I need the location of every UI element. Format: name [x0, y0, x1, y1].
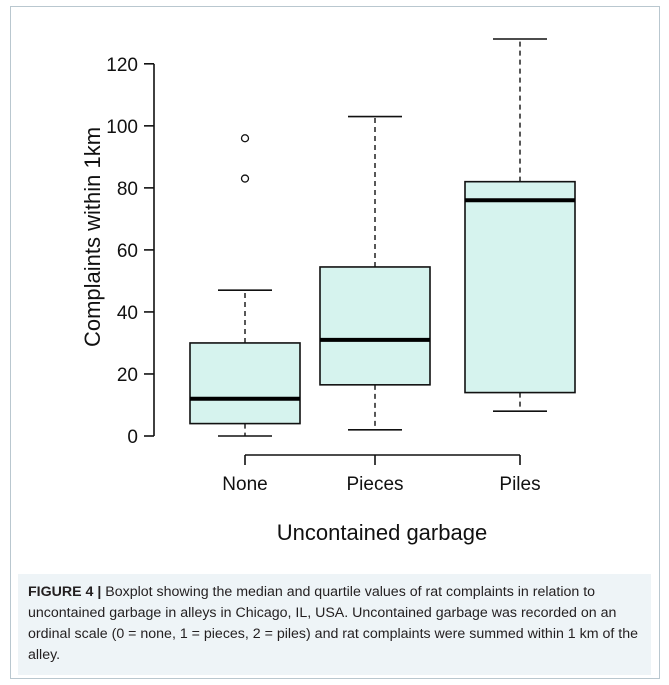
- boxes: [189, 38, 576, 437]
- y-tick-label: 0: [127, 427, 138, 448]
- outlier-point: [240, 134, 250, 143]
- boxplot-chart: 0 20 40 60 80 100 120 None Pieces Piles Uncontai…: [80, 38, 576, 545]
- y-tick-label: 20: [117, 365, 138, 386]
- iqr-box: [189, 342, 301, 425]
- y-tick-label: 40: [117, 303, 138, 324]
- x-axis-title: Uncontained garbage: [277, 520, 487, 545]
- outlier-point: [240, 174, 250, 183]
- box-none: [189, 134, 301, 437]
- y-tick-label: 120: [106, 55, 138, 76]
- box-piles: [464, 38, 576, 412]
- iqr-box: [464, 180, 576, 394]
- y-tick-label: 100: [106, 117, 138, 138]
- figure-caption: FIGURE 4 | Boxplot showing the median an…: [18, 574, 651, 675]
- x-ticks: None Pieces Piles: [222, 455, 541, 495]
- x-tick-label: Piles: [499, 474, 540, 495]
- figure-caption-text: Boxplot showing the median and quartile …: [28, 584, 638, 663]
- iqr-box: [319, 266, 431, 386]
- y-tick-label: 80: [117, 179, 138, 200]
- figure-label: FIGURE 4: [28, 584, 94, 600]
- box-pieces: [319, 115, 431, 431]
- x-tick-label: Pieces: [346, 474, 403, 495]
- y-ticks: 0 20 40 60 80 100 120: [106, 55, 154, 448]
- y-tick-label: 60: [117, 241, 138, 262]
- figure-label-separator: |: [93, 584, 106, 600]
- x-tick-label: None: [222, 474, 267, 495]
- y-axis-title: Complaints within 1km: [80, 127, 105, 347]
